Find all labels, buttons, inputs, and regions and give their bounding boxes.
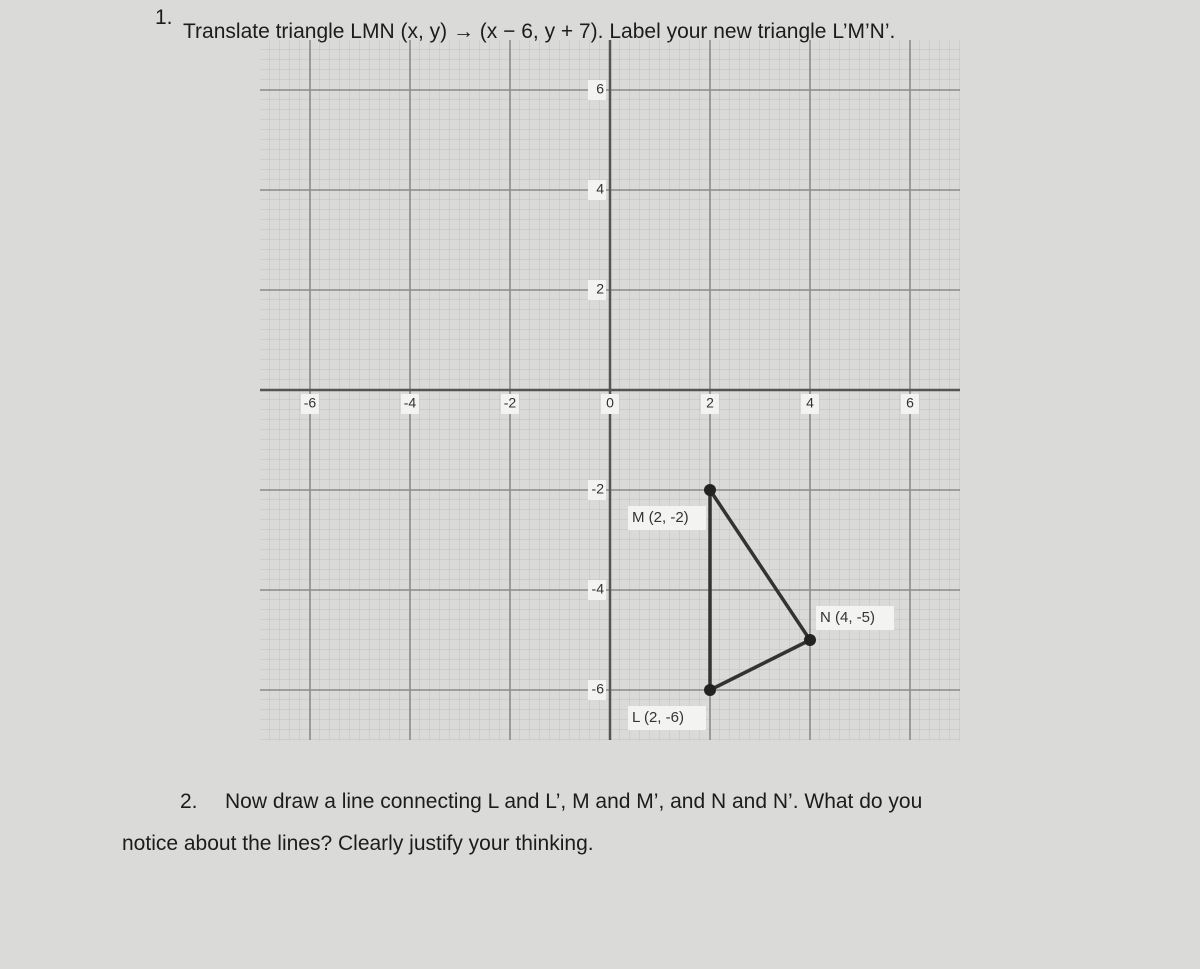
tick-label-bg [588,580,606,600]
y-tick-label: -6 [592,681,605,697]
coordinate-plane: -6 -4 -2 0 2 4 6 6 4 2 -2 -4 -6 L (2, -6) M (2, -2) N (… [260,40,960,740]
point [704,484,716,496]
tick-label-bg [901,394,919,414]
x-tick-label: 2 [706,395,714,411]
point [704,684,716,696]
question-number: 1. [155,6,173,29]
tick-label-bg [401,394,419,414]
tick-label-bg [588,80,606,100]
tick-label-bg [588,180,606,200]
x-tick-label: 6 [906,395,914,411]
point-label: N (4, -5) [820,609,875,626]
tick-label-bg [801,394,819,414]
tick-label-bg [588,280,606,300]
point-label: M (2, -2) [632,509,689,526]
y-tick-label: 4 [596,181,604,197]
point-label-bg [816,606,894,630]
x-tick-label: -2 [504,395,517,411]
tick-label-bg [501,394,519,414]
x-tick-label: 0 [606,395,614,411]
tick-label-bg [588,480,606,500]
point-label-bg [628,706,706,730]
tick-label-bg [601,394,619,414]
tick-label-bg [301,394,319,414]
point-label-bg [628,506,706,530]
y-tick-label: -2 [592,481,605,497]
tick-label-bg [701,394,719,414]
question-number: 2. [180,790,198,813]
x-tick-label: 4 [806,395,814,411]
point [804,634,816,646]
point-label: L (2, -6) [632,709,684,726]
question-text: Now draw a line connecting L and L’, M a… [225,790,922,813]
y-tick-label: 6 [596,81,604,97]
y-tick-label: -4 [592,581,605,597]
x-tick-label: -4 [404,395,417,411]
y-tick-label: 2 [596,281,604,297]
tick-label-bg [588,680,606,700]
x-tick-label: -6 [304,395,317,411]
triangle [708,488,812,692]
question-text: Translate triangle LMN (x, y) → (x − 6, … [183,20,895,43]
question-text: notice about the lines? Clearly justify … [122,832,594,855]
